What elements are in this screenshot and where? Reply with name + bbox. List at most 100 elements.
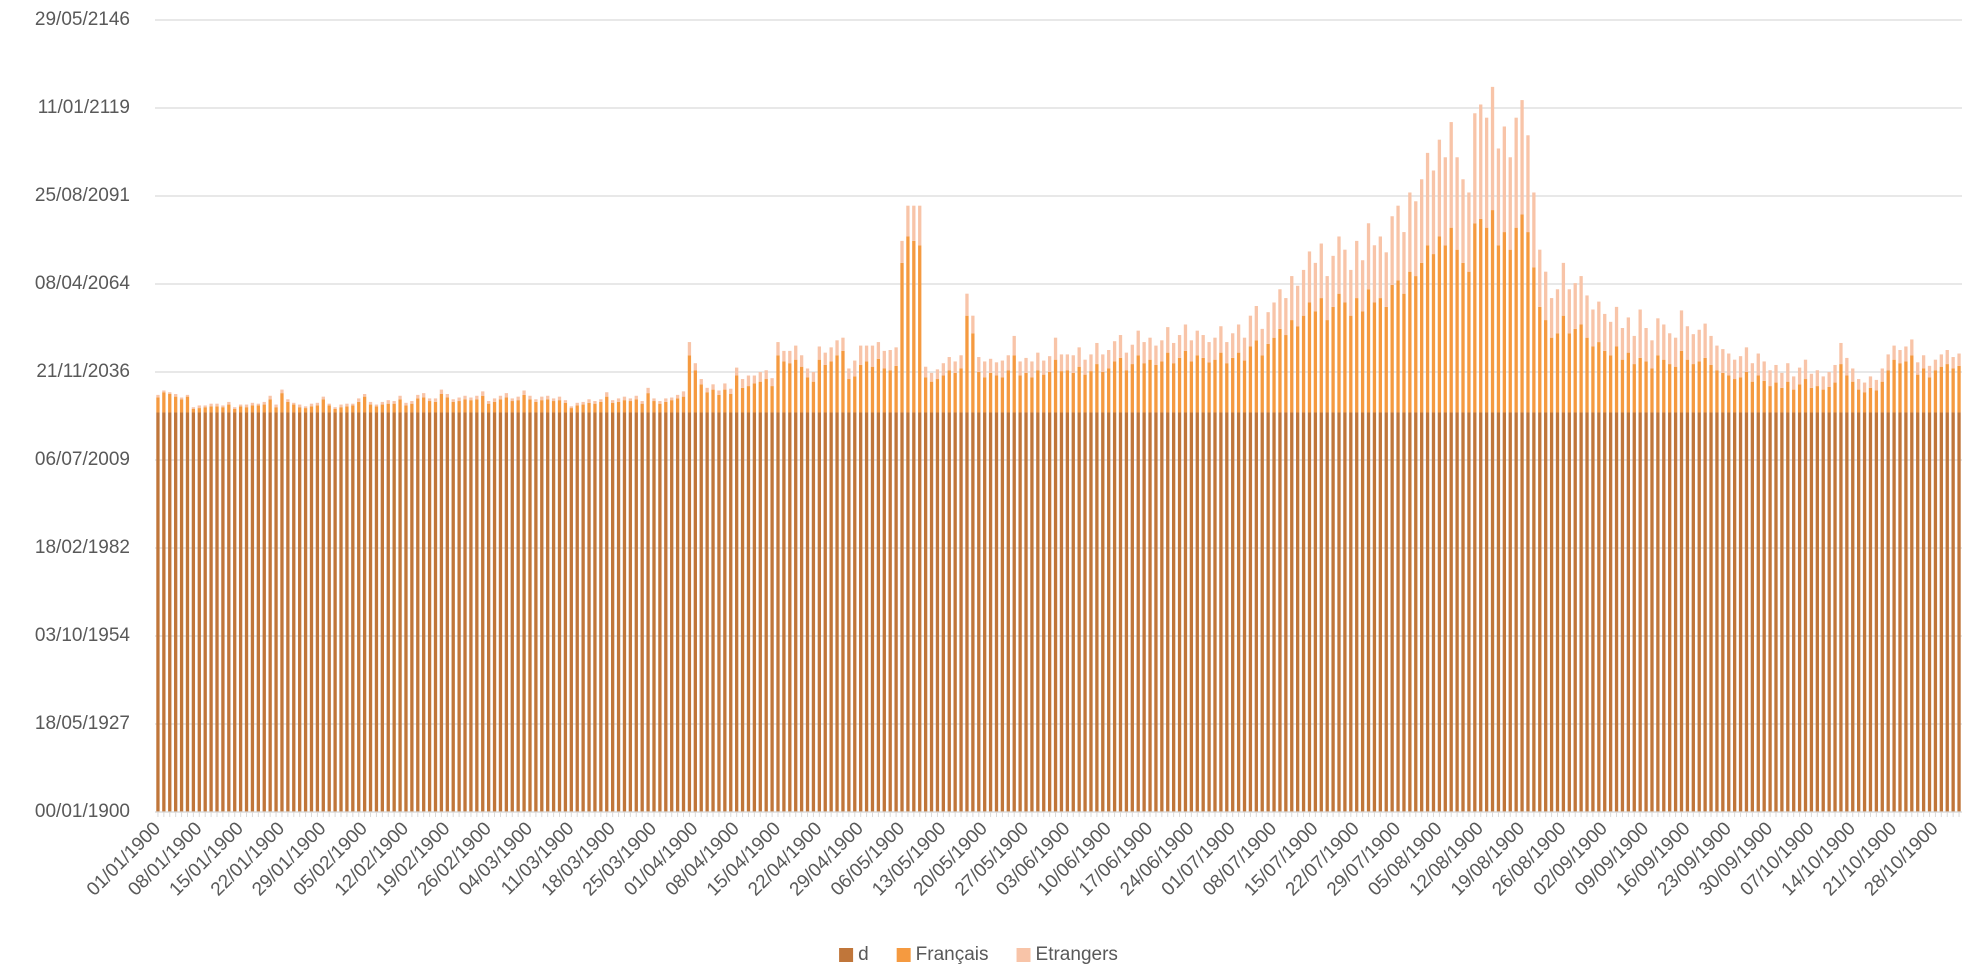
- bar-segment: [1833, 382, 1837, 413]
- bar-segment: [1573, 328, 1577, 413]
- bar-segment: [1549, 298, 1554, 338]
- bar-segment: [1561, 262, 1566, 316]
- bar-segment: [1662, 412, 1666, 812]
- bar-segment: [959, 355, 963, 369]
- bar-segment: [1112, 412, 1117, 812]
- bar-segment: [357, 401, 361, 413]
- bar-segment: [1366, 223, 1371, 290]
- bar-segment: [811, 412, 816, 812]
- bar-segment: [1372, 245, 1377, 303]
- bar-segment: [433, 398, 438, 402]
- bar-segment: [303, 412, 308, 812]
- bar-segment: [1691, 412, 1695, 812]
- bar-segment: [1414, 276, 1418, 413]
- bar-segment: [209, 412, 213, 812]
- bar-segment: [1443, 412, 1447, 812]
- bar-segment: [1349, 412, 1353, 812]
- bar-segment: [162, 392, 166, 413]
- bar-segment: [1390, 412, 1394, 812]
- bar-segment: [1626, 412, 1631, 812]
- bar-segment: [1939, 354, 1943, 367]
- bar-segment: [380, 404, 385, 413]
- bar-segment: [1160, 412, 1164, 812]
- bar-segment: [1538, 412, 1542, 812]
- bar-segment: [333, 408, 337, 413]
- bar-segment: [1036, 352, 1040, 371]
- bar-segment: [1425, 152, 1430, 246]
- bar-segment: [1042, 374, 1046, 413]
- bar-segment: [1880, 368, 1884, 382]
- bar-segment: [729, 388, 733, 394]
- bar-segment: [581, 404, 585, 413]
- bar-segment: [1006, 412, 1010, 812]
- bar-segment: [1201, 357, 1205, 413]
- bar-segment: [746, 375, 751, 387]
- bar-segment: [1638, 412, 1642, 812]
- bar-segment: [906, 236, 910, 413]
- bar-segment: [1242, 412, 1247, 812]
- bar-segment: [799, 355, 804, 367]
- bar-segment: [1780, 372, 1784, 388]
- bar-segment: [1378, 236, 1382, 299]
- bar-segment: [451, 401, 455, 413]
- bar-segment: [611, 402, 615, 413]
- bar-segment: [1650, 412, 1654, 812]
- bar-segment: [1219, 326, 1223, 353]
- bar-segment: [1839, 412, 1843, 812]
- bar-segment: [1632, 364, 1636, 413]
- bar-segment: [1301, 412, 1306, 812]
- bar-segment: [1597, 301, 1601, 343]
- bar-segment: [941, 375, 946, 413]
- bar-segment: [1585, 337, 1589, 413]
- bar-segment: [1490, 86, 1495, 211]
- bar-segment: [1112, 341, 1117, 362]
- bar-segment: [469, 412, 473, 812]
- bar-segment: [268, 399, 272, 413]
- bar-segment: [327, 412, 331, 812]
- bar-segment: [185, 394, 190, 397]
- bar-segment: [906, 412, 910, 812]
- bar-segment: [516, 400, 520, 413]
- bar-segment: [1738, 412, 1743, 812]
- bar-segment: [463, 412, 467, 812]
- bar-segment: [1626, 352, 1631, 413]
- bar-segment: [575, 402, 579, 406]
- bar-segment: [1555, 289, 1560, 334]
- bar-segment: [1284, 335, 1288, 413]
- bar-segment: [1136, 355, 1140, 413]
- bar-segment: [557, 396, 562, 401]
- bar-segment: [1065, 354, 1070, 371]
- bar-segment: [1821, 376, 1825, 390]
- bar-segment: [345, 412, 349, 812]
- bar-segment: [752, 412, 757, 812]
- bar-segment: [1177, 412, 1182, 812]
- bar-segment: [864, 345, 869, 362]
- bar-segment: [587, 399, 591, 403]
- bar-segment: [534, 401, 538, 413]
- bar-segment: [853, 376, 857, 413]
- bar-segment: [486, 412, 491, 812]
- bar-segment: [197, 408, 201, 413]
- bar-segment: [256, 403, 260, 406]
- bar-segment: [1555, 412, 1560, 812]
- bar-segment: [929, 372, 934, 382]
- bar-segment: [1201, 412, 1205, 812]
- bar-segment: [451, 399, 455, 402]
- bar-segment: [693, 370, 697, 413]
- bar-segment: [1284, 298, 1288, 336]
- bar-segment: [1414, 412, 1418, 812]
- bar-segment: [1821, 412, 1825, 812]
- y-tick-label: 18/05/1927: [35, 713, 130, 734]
- y-tick-label: 08/04/2064: [35, 273, 131, 294]
- bar-segment: [221, 412, 225, 812]
- bar-segment: [876, 358, 881, 413]
- bar-segment: [646, 412, 650, 812]
- bar-segment: [1248, 315, 1253, 347]
- bar-segment: [168, 412, 172, 812]
- bar-segment: [811, 372, 816, 382]
- bar-segment: [1898, 412, 1902, 812]
- bar-segment: [823, 412, 827, 812]
- bar-segment: [1927, 377, 1932, 413]
- bar-segment: [1910, 412, 1914, 812]
- bar-segment: [534, 412, 538, 812]
